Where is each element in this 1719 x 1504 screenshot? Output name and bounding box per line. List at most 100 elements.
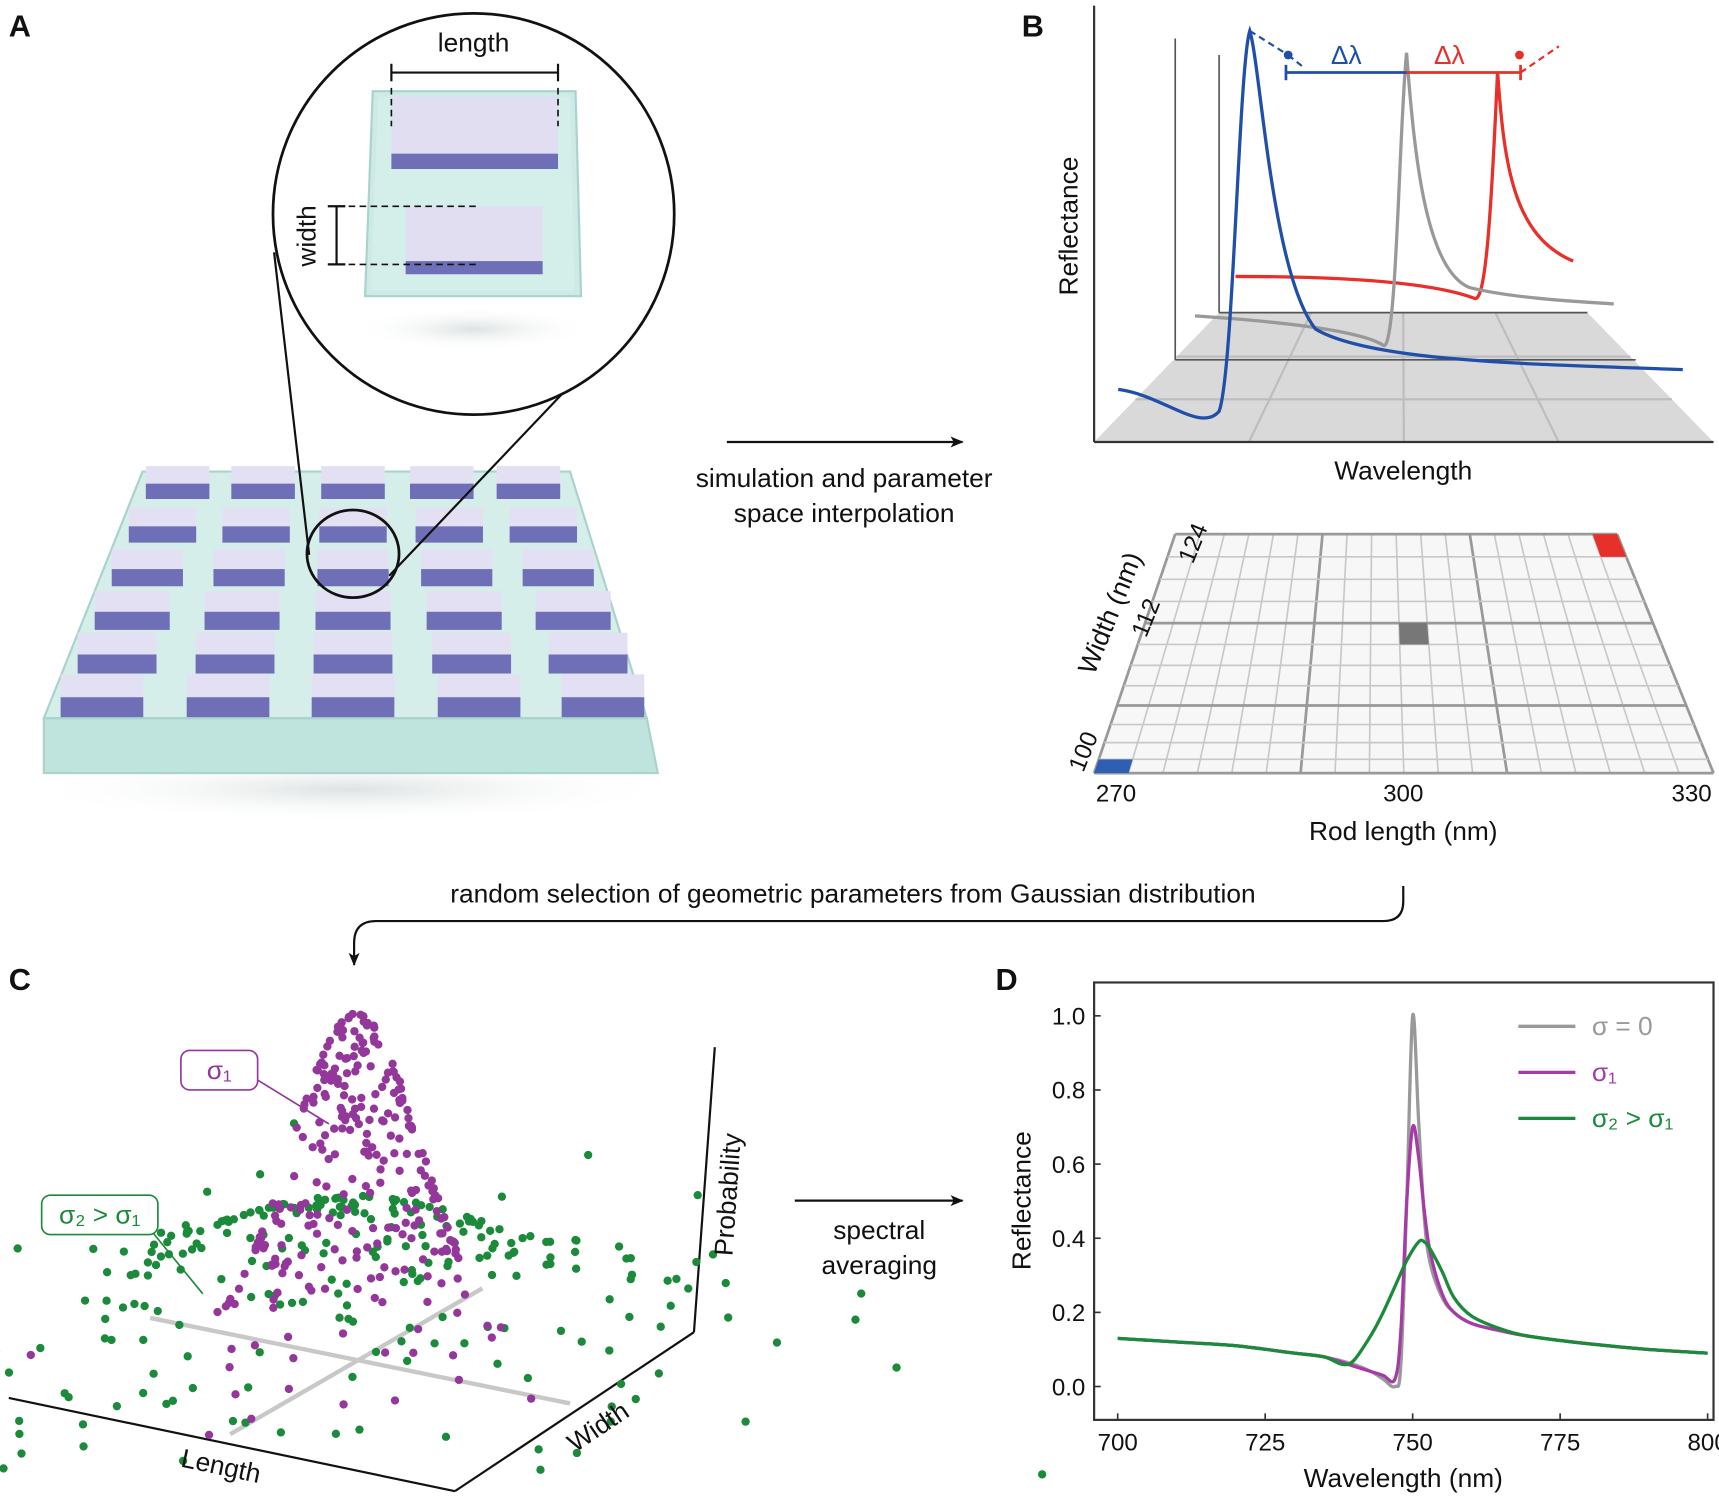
sample-point: [119, 1303, 127, 1311]
sample-point: [247, 1293, 255, 1301]
spectra-xlabel: Wavelength: [1334, 455, 1472, 485]
sample-point: [371, 1090, 379, 1098]
legend-label: σ₂ > σ₁: [1592, 1103, 1674, 1133]
sample-point: [276, 1205, 284, 1213]
sample-point: [408, 1266, 416, 1274]
sample-point: [430, 1247, 438, 1255]
sample-point: [338, 1256, 346, 1264]
sample-point: [313, 1178, 321, 1186]
sample-point: [339, 1400, 347, 1408]
sample-point: [400, 1278, 408, 1286]
sample-point: [524, 1374, 532, 1382]
sample-point: [229, 1417, 237, 1425]
sample-point: [383, 1235, 391, 1243]
sample-point: [331, 1245, 339, 1253]
sample-point: [425, 1203, 433, 1211]
y-tick-label: 1.0: [1052, 1004, 1086, 1031]
sample-point: [296, 1206, 304, 1214]
sample-point: [353, 1285, 361, 1293]
sample-point: [131, 1270, 139, 1278]
sample-point: [189, 1384, 197, 1392]
legend-label: σ = 0: [1592, 1011, 1653, 1041]
sample-point: [326, 1037, 334, 1045]
sample-point: [363, 1130, 371, 1138]
sample-point: [424, 1272, 432, 1280]
sample-point: [248, 1257, 256, 1265]
delta-lambda-blue: Δλ: [1331, 40, 1362, 70]
sample-point: [351, 1208, 359, 1216]
sample-point: [351, 1067, 359, 1075]
sample-point: [773, 1338, 781, 1346]
nanorod: [523, 549, 594, 586]
sample-point: [353, 1247, 361, 1255]
sample-point: [372, 1348, 380, 1356]
sample-point: [367, 1274, 375, 1282]
sample-point: [415, 1150, 423, 1158]
sample-point: [334, 1221, 342, 1229]
sample-point: [152, 1261, 160, 1269]
sample-point: [536, 1466, 544, 1474]
sample-point: [306, 1211, 314, 1219]
nanorod: [129, 508, 196, 543]
sample-point: [497, 1323, 505, 1331]
sample-point: [256, 1348, 264, 1356]
sample-point: [403, 1106, 411, 1114]
sample-point: [257, 1234, 265, 1242]
sample-point: [339, 1329, 347, 1337]
sample-point: [289, 1354, 297, 1362]
sample-point: [546, 1253, 554, 1261]
sample-point: [395, 1167, 403, 1175]
y-tick-label: 0.0: [1052, 1374, 1086, 1401]
sample-point: [380, 1263, 388, 1271]
sample-point: [366, 1189, 374, 1197]
sample-point: [360, 1209, 368, 1217]
sample-point: [460, 1339, 468, 1347]
sample-point: [428, 1176, 436, 1184]
sample-point: [299, 1298, 307, 1306]
sample-point: [526, 1232, 534, 1240]
nanorod: [438, 674, 521, 717]
sample-point: [406, 1324, 414, 1332]
sample-point: [418, 1231, 426, 1239]
sample-point: [488, 1244, 496, 1252]
sample-point: [343, 1301, 351, 1309]
sample-point: [370, 1034, 378, 1042]
sample-point: [260, 1211, 268, 1219]
sample-point: [488, 1271, 496, 1279]
probability-label: Probability: [708, 1131, 747, 1256]
nanorod: [222, 508, 289, 543]
sample-point: [309, 1093, 317, 1101]
sample-point: [340, 1091, 348, 1099]
sample-point: [319, 1249, 327, 1257]
sample-point: [421, 1242, 429, 1250]
y-tick-label: 0.4: [1052, 1226, 1086, 1253]
sample-point: [449, 1351, 457, 1359]
y-tick-label: 0.6: [1052, 1152, 1086, 1179]
sample-point: [217, 1275, 225, 1283]
sample-point: [305, 1283, 313, 1291]
sample-point: [403, 1357, 411, 1365]
sample-point: [340, 1190, 348, 1198]
sample-point: [103, 1268, 111, 1276]
legend-label: σ₁: [1592, 1057, 1617, 1087]
sample-point: [162, 1400, 170, 1408]
sample-point: [336, 1211, 344, 1219]
sample-point: [454, 1274, 462, 1282]
sample-point: [348, 1175, 356, 1183]
sample-point: [322, 1239, 330, 1247]
sample-point: [465, 1217, 473, 1225]
y-tick-label: 0.8: [1052, 1078, 1086, 1105]
nanorod: [319, 508, 386, 543]
length-label: length: [438, 28, 510, 58]
sample-point: [422, 1157, 430, 1165]
sample-point: [251, 1341, 259, 1349]
sample-point: [402, 1204, 410, 1212]
sample-point: [477, 1233, 485, 1241]
sample-point: [605, 1346, 613, 1354]
sample-point: [419, 1255, 427, 1263]
sample-point: [184, 1352, 192, 1360]
sample-point: [360, 1148, 368, 1156]
sample-point: [251, 1246, 259, 1254]
sample-point: [366, 1062, 374, 1070]
